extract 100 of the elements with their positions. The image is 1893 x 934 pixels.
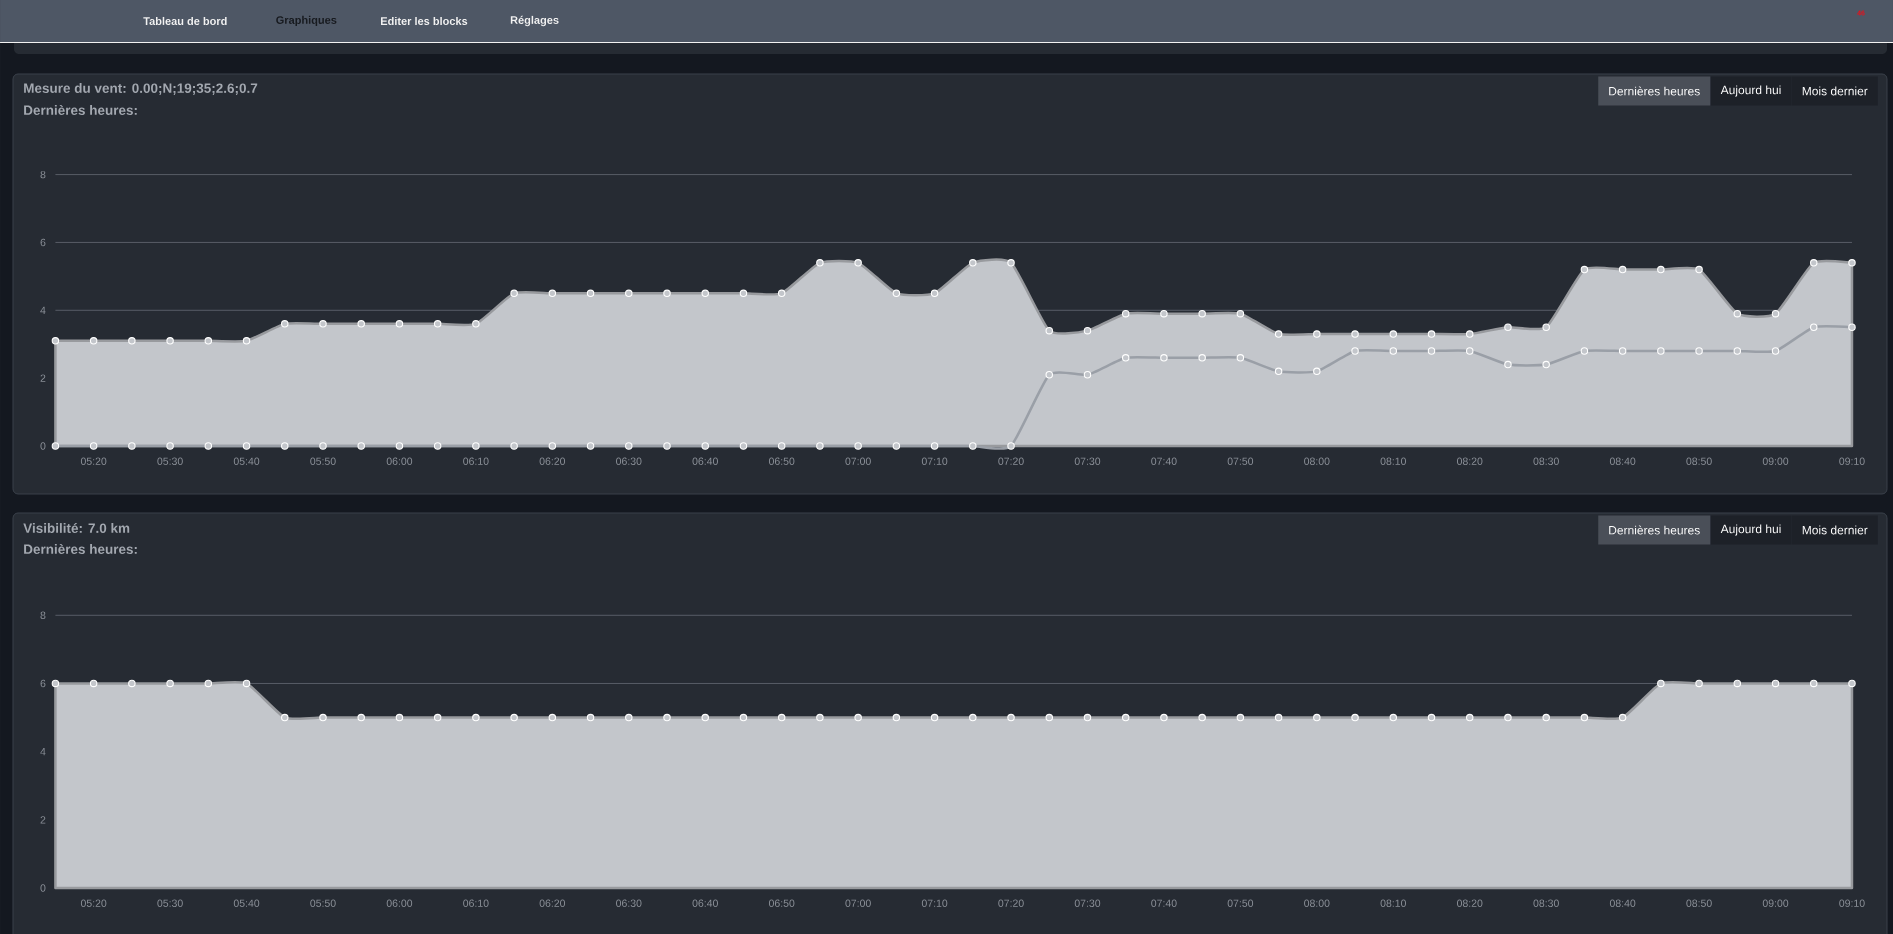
- point: [1274, 367, 1283, 376]
- x-tick-label: 07:30: [1074, 457, 1101, 465]
- x-tick-label: 07:20: [998, 457, 1024, 465]
- point: [1045, 370, 1054, 379]
- point: [357, 320, 365, 328]
- point: [242, 442, 251, 450]
- text: Mois dernier: [1802, 525, 1868, 535]
- point: [128, 337, 136, 345]
- x-tick-label: 06:20: [539, 899, 566, 907]
- text: Dernières heures: [1609, 86, 1700, 96]
- point: [1657, 347, 1665, 355]
- point: [1389, 330, 1398, 338]
- x-tick-label: 06:30: [616, 457, 642, 465]
- point: [128, 442, 136, 450]
- point: [1733, 309, 1742, 318]
- x-tick-label: 08:00: [1304, 457, 1330, 465]
- y-tick-label: 6: [40, 679, 46, 688]
- text: Dernières heures: [1609, 525, 1700, 535]
- point: [357, 442, 365, 450]
- chart-title: Visibilité: 7.0 km: [23, 522, 130, 533]
- text: Réglages: [510, 15, 559, 27]
- y-tick-label: 6: [40, 238, 46, 247]
- point: [510, 442, 518, 450]
- point: [625, 442, 633, 450]
- x-tick-label: 07:50: [1227, 457, 1254, 465]
- y-tick-label: 0: [40, 884, 46, 892]
- point: [1083, 370, 1092, 379]
- point: [472, 320, 480, 328]
- text: Editer les blocks: [381, 16, 468, 26]
- x-tick-label: 06:40: [692, 457, 718, 465]
- point: [281, 442, 289, 450]
- point: [204, 442, 213, 450]
- point: [51, 337, 60, 345]
- point: [166, 442, 174, 450]
- point: [1733, 347, 1742, 355]
- x-tick-label: 05:20: [80, 899, 107, 907]
- point: [1542, 360, 1550, 369]
- point: [1427, 347, 1436, 355]
- point: [1083, 326, 1092, 335]
- point: [548, 442, 557, 450]
- point: [319, 442, 327, 450]
- x-tick-label: 07:10: [921, 899, 948, 907]
- point: [892, 289, 901, 298]
- point: [1695, 265, 1703, 274]
- point: [166, 337, 174, 345]
- point: [930, 442, 939, 450]
- x-tick-label: 06:30: [616, 899, 642, 907]
- point: [701, 442, 709, 450]
- point: [1160, 354, 1168, 362]
- point: [1121, 354, 1130, 362]
- x-tick-label: 07:10: [921, 457, 948, 465]
- x-tick-label: 06:00: [386, 899, 413, 907]
- point: [1580, 347, 1589, 355]
- chart-subtitle: Dernières heures:: [24, 543, 137, 554]
- point: [1848, 323, 1856, 331]
- x-tick-label: 08:20: [1457, 899, 1483, 907]
- point: [1274, 330, 1283, 338]
- text: Mois dernier: [1802, 86, 1868, 96]
- point: [777, 442, 786, 450]
- point: [1351, 330, 1359, 338]
- x-tick-label: 07:00: [845, 457, 871, 465]
- text: Graphiques: [276, 15, 337, 27]
- point: [395, 320, 404, 328]
- point: [586, 289, 595, 298]
- point: [777, 289, 786, 298]
- point: [319, 320, 327, 328]
- point: [242, 337, 251, 345]
- point: [1121, 309, 1130, 318]
- point: [1198, 309, 1206, 318]
- point: [548, 289, 557, 298]
- point: [816, 259, 824, 267]
- point: [281, 320, 289, 328]
- point: [1160, 309, 1168, 318]
- point: [1045, 326, 1054, 335]
- x-tick-label: 06:10: [463, 899, 489, 907]
- y-tick-label: 2: [40, 816, 46, 824]
- point: [1504, 323, 1512, 331]
- point: [930, 289, 939, 298]
- point: [1657, 265, 1665, 274]
- point: [1848, 259, 1856, 267]
- y-tick-label: 4: [40, 748, 46, 756]
- point: [1007, 442, 1015, 450]
- x-tick-label: 08:40: [1609, 899, 1636, 907]
- x-tick-label: 07:40: [1151, 899, 1177, 907]
- x-tick-label: 09:10: [1839, 899, 1865, 907]
- x-tick-label: 05:20: [80, 457, 107, 465]
- y-tick-label: 2: [40, 374, 46, 382]
- point: [969, 259, 977, 267]
- point: [854, 259, 862, 267]
- point: [1810, 323, 1818, 331]
- point: [1695, 347, 1703, 355]
- point: [1771, 309, 1780, 318]
- x-tick-label: 08:30: [1533, 899, 1559, 907]
- point: [1427, 330, 1436, 338]
- x-tick-label: 08:30: [1533, 457, 1559, 465]
- point: [89, 337, 98, 345]
- point: [625, 289, 633, 298]
- point: [433, 442, 442, 450]
- x-tick-label: 05:40: [233, 899, 260, 907]
- point: [204, 337, 213, 345]
